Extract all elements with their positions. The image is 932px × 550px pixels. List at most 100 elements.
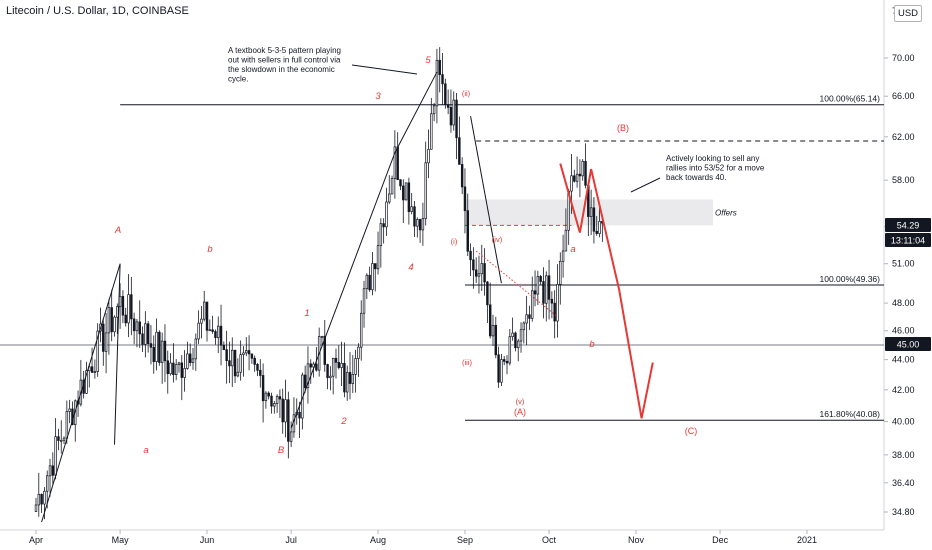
- wave-label: 2: [340, 416, 347, 427]
- candle-body: [138, 321, 141, 335]
- price-badge: [885, 218, 931, 232]
- candle-body: [273, 403, 276, 407]
- candle-body: [348, 372, 352, 384]
- wave-label: 3: [375, 91, 381, 102]
- candle-body: [152, 346, 155, 362]
- wave-label: (A): [514, 407, 526, 417]
- candle-body: [186, 353, 189, 369]
- candle-body: [236, 371, 240, 377]
- x-tick-label: Apr: [29, 535, 43, 545]
- candle-body: [455, 99, 458, 139]
- candle-body: [362, 288, 366, 314]
- wave-label: A: [114, 225, 121, 236]
- candle-body: [525, 314, 528, 324]
- x-tick-label: Dec: [712, 535, 729, 545]
- y-tick-label: 48.00: [892, 298, 915, 308]
- candle-body: [214, 331, 217, 339]
- candle-body: [96, 330, 99, 372]
- candle-body: [385, 201, 388, 228]
- candle-body: [402, 185, 405, 201]
- fib-label: 100.00%(65.14): [820, 94, 881, 104]
- candle-body: [48, 465, 52, 477]
- candle-body: [110, 307, 113, 333]
- candle-body: [217, 325, 220, 339]
- candle-body: [169, 362, 172, 375]
- candle-body: [550, 298, 554, 304]
- candle-body: [172, 362, 175, 375]
- candle-body: [144, 323, 147, 345]
- trend-line: [41, 263, 121, 523]
- x-tick-label: Jul: [285, 535, 297, 545]
- currency-button[interactable]: USD: [894, 5, 922, 22]
- horizontal-lines: 100.00%(65.14) 100.00%(49.36) 161.80%(40.0…: [0, 94, 884, 421]
- candle-body: [62, 437, 66, 441]
- x-tick-label: May: [112, 535, 130, 545]
- price-badge: [885, 233, 931, 247]
- candle-body: [116, 306, 119, 318]
- price-badge-label: 13:11:04: [891, 236, 925, 246]
- wave-label: b: [589, 339, 594, 350]
- candle-body: [264, 392, 268, 402]
- candle-body: [155, 331, 158, 362]
- candle-body: [320, 335, 324, 338]
- candle-body: [421, 218, 425, 231]
- candle-body: [34, 504, 38, 512]
- wave-label: b: [207, 244, 212, 255]
- candle-body: [351, 374, 355, 384]
- candle-body: [488, 304, 492, 337]
- candle-body: [589, 207, 593, 217]
- candle-body: [474, 269, 478, 277]
- candle-body: [245, 350, 248, 354]
- candle-body: [396, 146, 399, 181]
- candle-body: [219, 325, 223, 346]
- candle-body: [90, 366, 94, 373]
- candle-body: [194, 338, 198, 360]
- candle-body: [371, 263, 374, 291]
- wave-label: B: [278, 445, 285, 456]
- y-tick-label: 58.00: [892, 175, 915, 185]
- y-tick-label: 51.00: [892, 259, 915, 269]
- candle-body: [592, 207, 596, 232]
- candle-body: [595, 230, 598, 234]
- candle-body: [357, 346, 360, 359]
- price-axis[interactable]: 34.80 36.40 38.00 40.00 42.00 44.00 46.00 48.00…: [884, 6, 915, 517]
- candle-body: [382, 223, 385, 228]
- y-tick-label: 44.00: [892, 355, 915, 365]
- candles: [34, 47, 604, 520]
- candle-body: [407, 182, 411, 212]
- candle-body: [177, 362, 181, 365]
- candle-body: [113, 316, 116, 333]
- candle-body: [200, 318, 203, 324]
- wave-label: 1: [304, 308, 309, 319]
- candle-body: [261, 375, 265, 402]
- offers-label: Offers: [715, 208, 737, 217]
- candle-body: [225, 349, 228, 362]
- time-axis[interactable]: Apr May Jun Jul Aug Sep Oct Nov Dec 2021: [29, 530, 817, 545]
- wave-label: (v): [516, 397, 525, 406]
- candle-body: [250, 353, 254, 359]
- candle-body: [424, 162, 427, 219]
- candle-body: [331, 357, 335, 377]
- candle-body: [519, 329, 523, 342]
- candle-body: [284, 399, 287, 423]
- y-tick-label: 70.00: [892, 53, 915, 63]
- candle-body: [163, 340, 167, 362]
- candle-body: [438, 59, 441, 75]
- candle-body: [334, 357, 338, 363]
- candle-body: [278, 396, 282, 400]
- candle-body: [573, 175, 576, 182]
- candle-body: [522, 322, 526, 331]
- candle-body: [104, 332, 108, 352]
- candle-body: [368, 274, 371, 291]
- candle-body: [545, 275, 548, 304]
- candle-body: [365, 274, 369, 290]
- trend-line: [470, 116, 502, 284]
- candle-body: [289, 431, 293, 442]
- candle-body: [505, 360, 509, 364]
- y-tick-label: 34.80: [892, 507, 915, 517]
- candle-body: [127, 294, 130, 324]
- annotation-line: A textbook 5-3-5 pattern playing: [228, 46, 341, 55]
- candle-body: [124, 314, 127, 324]
- candle-body: [188, 353, 192, 363]
